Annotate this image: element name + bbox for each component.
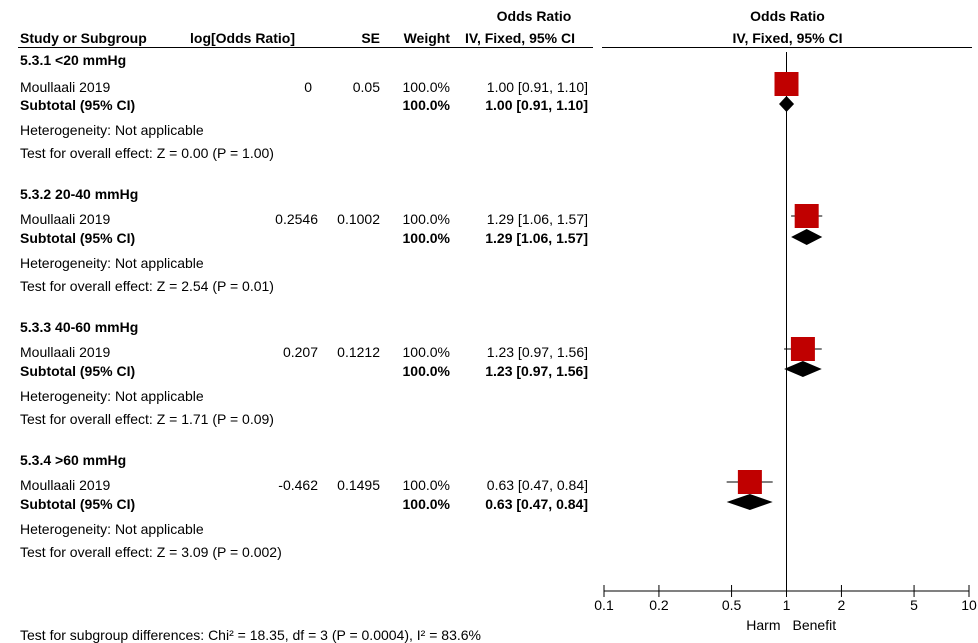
favours-left-label: Harm — [746, 617, 780, 633]
study-logor: 0 — [304, 79, 312, 95]
study-logor: 0.2546 — [275, 211, 318, 227]
study-logor: 0.207 — [282, 344, 318, 360]
weight-column-header: Weight — [403, 30, 450, 46]
x-axis-tick-label: 2 — [838, 597, 846, 613]
se-column-header: SE — [361, 30, 380, 46]
study-ci: 0.63 [0.47, 0.84] — [486, 477, 588, 493]
study-effect-square — [794, 204, 819, 228]
heterogeneity-text: Heterogeneity: Not applicable — [20, 122, 204, 138]
or-column-title: Odds Ratio — [496, 8, 572, 24]
x-axis-tick-label: 0.1 — [594, 597, 614, 613]
subtotal-diamond — [791, 229, 823, 245]
study-se: 0.1002 — [337, 211, 380, 227]
overall-effect-text: Test for overall effect: Z = 1.71 (P = 0… — [20, 411, 274, 427]
subtotal-diamond — [726, 494, 773, 510]
subtotal-ci: 1.29 [1.06, 1.57] — [485, 230, 588, 246]
study-effect-square — [790, 337, 815, 361]
study-se: 0.1495 — [337, 477, 380, 493]
heterogeneity-text: Heterogeneity: Not applicable — [20, 521, 204, 537]
study-column-header: Study or Subgroup — [20, 30, 147, 46]
subgroup-title: 5.3.1 <20 mmHg — [20, 52, 127, 68]
subtotal-label: Subtotal (95% CI) — [20, 363, 136, 379]
study-name: Moullaali 2019 — [20, 344, 111, 360]
subgroup-title: 5.3.4 >60 mmHg — [20, 452, 127, 468]
plot-header-divider — [602, 47, 972, 48]
x-axis-tick-label: 10 — [961, 597, 977, 613]
or-method-header: IV, Fixed, 95% CI — [465, 30, 575, 46]
study-weight: 100.0% — [402, 79, 450, 95]
subtotal-label: Subtotal (95% CI) — [20, 496, 136, 512]
study-weight: 100.0% — [402, 344, 450, 360]
heterogeneity-text: Heterogeneity: Not applicable — [20, 255, 204, 271]
plot-method-header: IV, Fixed, 95% CI — [732, 30, 843, 46]
x-axis-tick-label: 5 — [910, 597, 918, 613]
overall-effect-text: Test for overall effect: Z = 0.00 (P = 1… — [20, 145, 274, 161]
study-se: 0.1212 — [337, 344, 380, 360]
heterogeneity-text: Heterogeneity: Not applicable — [20, 388, 204, 404]
subtotal-ci: 1.23 [0.97, 1.56] — [485, 363, 588, 379]
subtotal-diamond — [779, 96, 795, 112]
study-ci: 1.00 [0.91, 1.10] — [486, 79, 588, 95]
study-se: 0.05 — [352, 79, 380, 95]
study-logor: -0.462 — [278, 477, 318, 493]
study-name: Moullaali 2019 — [20, 211, 111, 227]
subtotal-weight: 100.0% — [402, 363, 450, 379]
subtotal-weight: 100.0% — [402, 97, 450, 113]
subtotal-label: Subtotal (95% CI) — [20, 97, 136, 113]
subgroup-title: 5.3.3 40-60 mmHg — [20, 319, 139, 335]
subtotal-weight: 100.0% — [402, 496, 450, 512]
logor-column-header: log[Odds Ratio] — [190, 30, 295, 46]
plot-column-title: Odds Ratio — [750, 8, 825, 24]
overall-effect-text: Test for overall effect: Z = 3.09 (P = 0… — [20, 544, 282, 560]
study-effect-square — [774, 72, 799, 96]
study-name: Moullaali 2019 — [20, 79, 111, 95]
subgroup-title: 5.3.2 20-40 mmHg — [20, 186, 139, 202]
subtotal-ci: 0.63 [0.47, 0.84] — [485, 496, 588, 512]
subtotal-weight: 100.0% — [402, 230, 450, 246]
subtotal-label: Subtotal (95% CI) — [20, 230, 136, 246]
overall-effect-text: Test for overall effect: Z = 2.54 (P = 0… — [20, 278, 274, 294]
x-axis-tick-label: 1 — [783, 597, 791, 613]
x-axis-tick-label: 0.2 — [649, 597, 669, 613]
x-axis-tick-label: 0.5 — [722, 597, 742, 613]
study-effect-square — [737, 470, 762, 494]
subtotal-ci: 1.00 [0.91, 1.10] — [485, 97, 588, 113]
subtotal-diamond — [784, 361, 822, 377]
study-weight: 100.0% — [402, 477, 450, 493]
study-ci: 1.29 [1.06, 1.57] — [486, 211, 588, 227]
header-divider — [18, 47, 593, 48]
subgroup-differences-text: Test for subgroup differences: Chi² = 18… — [20, 627, 481, 643]
study-name: Moullaali 2019 — [20, 477, 111, 493]
favours-right-label: Benefit — [793, 617, 837, 633]
study-weight: 100.0% — [402, 211, 450, 227]
study-ci: 1.23 [0.97, 1.56] — [486, 344, 588, 360]
